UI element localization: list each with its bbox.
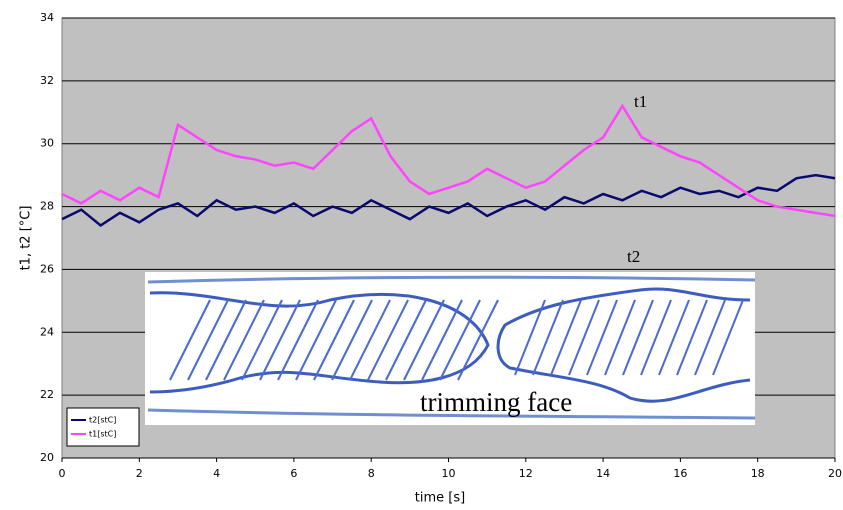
hatch xyxy=(313,299,355,381)
x-axis-label: time [s] xyxy=(415,491,465,506)
hatch xyxy=(277,299,319,381)
hatch xyxy=(604,299,636,376)
hatch xyxy=(367,299,409,381)
annotation: t2 xyxy=(627,247,640,266)
x-tick-label: 4 xyxy=(213,467,220,480)
hatch xyxy=(676,299,708,376)
inset-shape xyxy=(496,287,751,403)
hatch xyxy=(331,299,373,381)
inset-edge xyxy=(147,408,756,420)
hatch xyxy=(421,299,463,381)
hatch xyxy=(223,299,265,381)
hatch xyxy=(658,299,690,376)
x-tick-label: 0 xyxy=(59,467,66,480)
hatch xyxy=(295,299,337,381)
inset-shape xyxy=(149,291,490,394)
x-tick-label: 12 xyxy=(519,467,533,480)
hatch xyxy=(205,299,247,381)
x-tick-label: 6 xyxy=(290,467,297,480)
legend-box xyxy=(66,407,140,447)
y-tick-label: 22 xyxy=(40,388,54,401)
hatch xyxy=(694,299,726,376)
legend: t2[stC] t1[stC] xyxy=(66,407,140,447)
hatch xyxy=(403,299,445,381)
inset: trimming face xyxy=(145,272,756,425)
x-tick-label: 8 xyxy=(368,467,375,480)
hatch xyxy=(532,299,564,376)
hatch xyxy=(169,299,211,381)
y-tick-label: 32 xyxy=(40,74,54,87)
series-line xyxy=(61,173,836,227)
hatch xyxy=(241,299,283,381)
hatch xyxy=(457,299,499,381)
legend-label: t1[stC] xyxy=(89,430,116,439)
x-tick-label: 16 xyxy=(673,467,687,480)
y-tick-label: 26 xyxy=(40,262,54,275)
series-line xyxy=(61,103,836,218)
hatch xyxy=(550,299,582,376)
x-tick-label: 20 xyxy=(828,467,842,480)
hatch xyxy=(622,299,654,376)
hatch xyxy=(349,299,391,381)
x-tick-label: 2 xyxy=(136,467,143,480)
y-tick-label: 34 xyxy=(40,11,54,24)
x-tick-label: 18 xyxy=(751,467,765,480)
hatch xyxy=(259,299,301,381)
hatch xyxy=(586,299,618,376)
hatch xyxy=(568,299,600,376)
hatch xyxy=(712,299,744,376)
y-tick-label: 24 xyxy=(40,325,54,338)
hatch xyxy=(385,299,427,381)
inset-edge xyxy=(147,275,756,284)
y-axis-label: t1, t2 [°C] xyxy=(19,206,34,271)
hatch xyxy=(187,299,229,381)
hatch xyxy=(439,299,481,381)
hatch xyxy=(514,299,546,376)
y-tick-label: 28 xyxy=(40,200,54,213)
x-tick-label: 10 xyxy=(442,467,456,480)
annotation: t1 xyxy=(634,92,647,111)
hatch xyxy=(640,299,672,376)
inset-caption: trimming face xyxy=(420,387,572,417)
y-tick-label: 30 xyxy=(40,137,54,150)
inset-background xyxy=(145,272,755,425)
legend-label: t2[stC] xyxy=(89,416,116,425)
y-tick-label: 20 xyxy=(40,451,54,464)
x-tick-label: 14 xyxy=(596,467,610,480)
